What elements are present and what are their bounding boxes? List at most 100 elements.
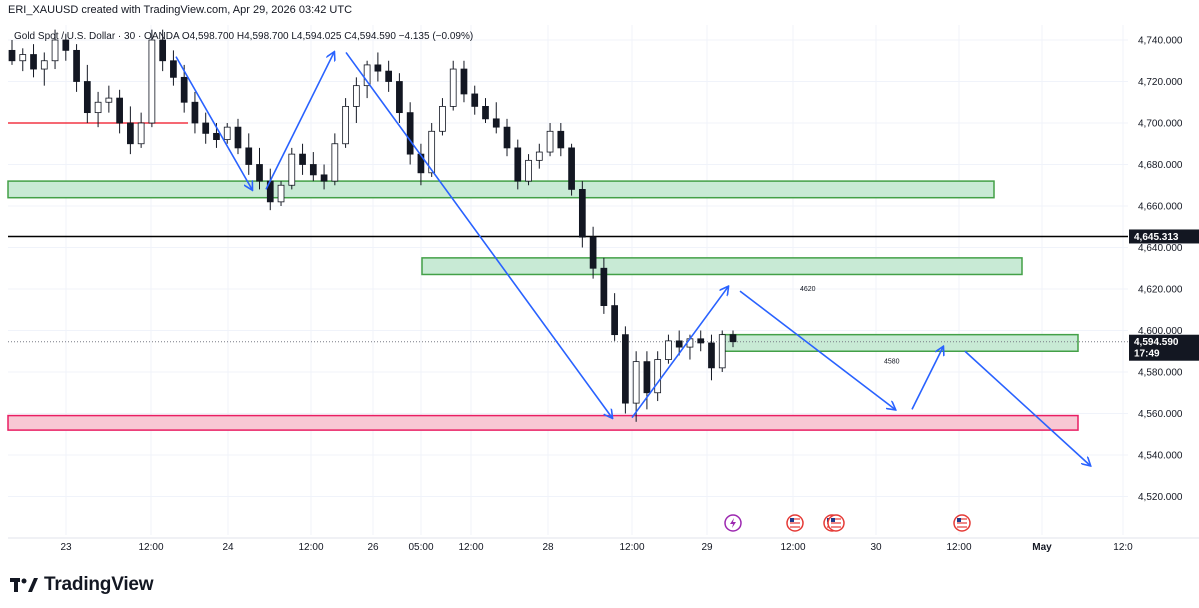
candle-body [449, 68, 457, 107]
flag-canton [957, 518, 961, 522]
candle-body [223, 126, 231, 141]
current-price-label: 4,594.590 [1134, 337, 1179, 348]
y-tick-label: 4,700.000 [1138, 119, 1183, 130]
candle-body [535, 151, 543, 161]
x-tick-label: 12:00 [780, 542, 805, 553]
flag-canton [790, 518, 794, 522]
candle-body [30, 54, 37, 70]
candle-body [406, 112, 414, 155]
candle-body [137, 122, 145, 145]
candle-body [256, 164, 263, 182]
candle-body [503, 126, 511, 149]
candle-body [105, 97, 113, 103]
y-tick-label: 4,720.000 [1138, 77, 1183, 88]
trend-arrow [175, 56, 252, 190]
candle-body [697, 338, 705, 344]
trend-arrow [964, 350, 1090, 465]
x-tick-label: 12:0 [1113, 542, 1133, 553]
candle-body [342, 106, 349, 145]
candle-body [331, 143, 339, 182]
x-tick-label: 24 [222, 542, 234, 553]
candle-body [643, 361, 651, 394]
candle-body [385, 70, 393, 82]
x-tick-label: May [1032, 542, 1052, 553]
candle-body [578, 188, 586, 238]
candle-body [40, 60, 48, 70]
y-tick-label: 4,540.000 [1138, 451, 1183, 462]
y-tick-label: 4,620.000 [1138, 285, 1183, 296]
candle-body [460, 68, 468, 95]
y-tick-label: 4,680.000 [1138, 160, 1183, 171]
candle-body [632, 361, 640, 404]
candle-body [320, 174, 328, 182]
trend-arrow [631, 287, 728, 419]
x-tick-label: 12:00 [946, 542, 971, 553]
trend-arrow [911, 347, 943, 410]
pink-support-zone [7, 414, 1079, 431]
countdown-label: 17:49 [1134, 349, 1160, 360]
candle-body [471, 93, 479, 107]
candle-body [234, 126, 242, 149]
green-zone-middle-label: 4620 [800, 286, 816, 293]
candle-body [708, 342, 715, 369]
candle-body [213, 132, 220, 140]
x-tick-label: 23 [60, 542, 72, 553]
y-tick-label: 4,640.000 [1138, 243, 1183, 254]
tradingview-brand-text: TradingView [44, 574, 154, 595]
candle-body [127, 122, 134, 145]
candle-body [675, 340, 683, 348]
candle-body [568, 147, 575, 190]
candle-body [589, 236, 597, 269]
tradingview-logo-icon [10, 578, 38, 592]
current-price-tag [1129, 334, 1199, 361]
chart-legend: Gold Spot / U.S. Dollar · 30 · OANDA O4,… [14, 31, 473, 42]
x-axis: 23 12:00 24 12:00 26 05:00 12:00 28 12:00 29 12:00… [60, 542, 1133, 553]
candle-body [277, 184, 285, 203]
candle-body [159, 39, 167, 62]
candle-body [51, 39, 59, 62]
candle-body [557, 130, 565, 149]
candle-body [718, 334, 726, 369]
x-tick-label: 12:00 [138, 542, 163, 553]
y-axis: 4,740.000 4,720.000 4,700.000 4,680.000 4,66… [1138, 36, 1183, 504]
arrows-layer [175, 51, 1090, 465]
x-tick-label: 12:00 [619, 542, 644, 553]
zones-layer: 4620 4580 [7, 180, 1079, 431]
y-tick-label: 4,580.000 [1138, 368, 1183, 379]
lightning-glyph [730, 518, 736, 528]
candle-body [396, 81, 403, 114]
candle-body [170, 60, 177, 78]
candle-body [288, 153, 296, 186]
x-tick-label: 28 [542, 542, 554, 553]
y-tick-label: 4,600.000 [1138, 326, 1183, 337]
candle-body [492, 118, 500, 128]
events-layer [724, 514, 971, 532]
x-tick-label: 12:00 [298, 542, 323, 553]
candle-body [94, 101, 102, 114]
candle-body [374, 64, 382, 72]
candle-body [83, 81, 91, 114]
price-axis[interactable] [1128, 25, 1199, 555]
candle-body [439, 106, 446, 132]
candle-body [665, 340, 672, 360]
candle-body [299, 153, 306, 165]
candle-body [600, 267, 608, 306]
x-tick-label: 12:00 [458, 542, 483, 553]
candle-body [73, 49, 80, 82]
trend-arrow [739, 290, 895, 409]
green-zone-middle [421, 257, 1023, 276]
candle-body [428, 130, 436, 174]
candle-body [514, 147, 522, 182]
chart-grid [8, 25, 1199, 539]
y-tick-label: 4,740.000 [1138, 36, 1183, 47]
candle-body [729, 334, 737, 343]
candle-body [8, 49, 16, 62]
candle-body [62, 39, 70, 51]
candle-body [482, 106, 489, 120]
tradingview-logo[interactable]: TradingView [10, 574, 154, 596]
candle-body [148, 39, 156, 124]
trend-arrow [345, 51, 612, 417]
x-tick-label: 30 [870, 542, 882, 553]
